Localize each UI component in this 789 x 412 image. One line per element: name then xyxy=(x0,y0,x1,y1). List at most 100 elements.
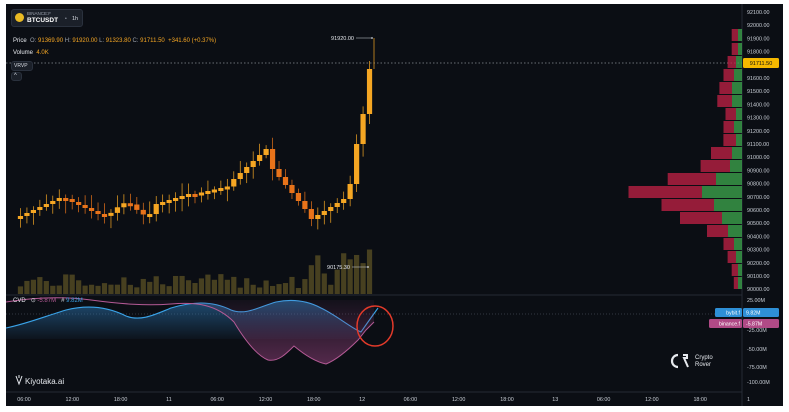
volume-profile-sell xyxy=(731,264,738,276)
candle-body xyxy=(341,199,347,203)
candle-body xyxy=(347,184,353,199)
symbol-header[interactable]: BINANCE:F BTCUSDT • 1h xyxy=(11,9,83,27)
collapse-legend-button[interactable]: ^ xyxy=(11,72,22,81)
brand-line1: Crypto xyxy=(695,355,713,361)
h-label: H: xyxy=(64,38,71,44)
low-annotation-text: 90175.30 xyxy=(327,265,350,271)
price-axis[interactable]: 92100.0092000.0091900.0091800.0091700.00… xyxy=(747,10,769,293)
volume-profile-sell xyxy=(680,212,722,224)
candle-body xyxy=(321,211,327,215)
volume-bar xyxy=(205,274,211,294)
price-axis-label: 91400.00 xyxy=(747,102,769,108)
volume-bar xyxy=(88,284,95,294)
time-axis-label: 1 xyxy=(747,397,750,403)
time-axis-label: 18:00 xyxy=(114,397,128,403)
price-axis-label: 90700.00 xyxy=(747,195,769,201)
bybit-cvd-icon: # xyxy=(61,298,65,304)
bybit-cvd-value: 9.82M xyxy=(66,298,83,304)
volume-bar xyxy=(366,249,373,294)
volume-profile-buy xyxy=(732,95,742,107)
price-axis-label: 90000.00 xyxy=(747,287,769,293)
candlesticks xyxy=(17,38,375,230)
volume-profile-sell xyxy=(667,173,716,185)
chevron-up-icon: ^ xyxy=(14,73,17,79)
time-axis-label: 06:00 xyxy=(597,397,611,403)
change-value: +341.60 (+0.37%) xyxy=(168,38,217,44)
volume-profile-sell xyxy=(731,43,738,55)
candle-body xyxy=(63,198,69,201)
candle-body xyxy=(140,209,146,215)
volume-profile-buy xyxy=(716,173,742,185)
candle-body xyxy=(160,202,166,205)
crypto-rover-logo: Crypto Rover xyxy=(670,353,713,369)
time-axis-label: 06:00 xyxy=(404,397,418,403)
low-annotation: 90175.30 xyxy=(327,265,369,271)
time-axis-label: 18:00 xyxy=(693,397,707,403)
candle-body xyxy=(244,167,250,173)
price-axis-label: 90900.00 xyxy=(747,168,769,174)
price-axis-label: 90500.00 xyxy=(747,221,769,227)
volume-bar xyxy=(179,275,185,294)
volume-profile-buy xyxy=(730,160,742,172)
price-axis-label: 91000.00 xyxy=(747,155,769,161)
cvd-tag-binance-name: binance.f xyxy=(719,322,741,328)
volume-profile-buy xyxy=(736,134,742,146)
volume-bar xyxy=(76,280,82,294)
volume-bar xyxy=(63,274,69,294)
volume-legend-label: Volume xyxy=(13,50,34,56)
volume-bar xyxy=(134,287,140,294)
time-axis[interactable]: 06:00 12:00 18:00 11 06:00 12:00 18:00 12 06:00 1… xyxy=(17,397,750,403)
time-axis-label: 06:00 xyxy=(210,397,224,403)
volume-profile-sell xyxy=(725,108,736,120)
volume-profile-sell xyxy=(711,147,732,159)
price-axis-label: 90200.00 xyxy=(747,261,769,267)
candle-body xyxy=(328,207,334,211)
candle-body xyxy=(257,155,263,161)
binance-icon xyxy=(15,13,24,22)
volume-profile-sell xyxy=(661,199,714,211)
volume-bar xyxy=(257,287,263,294)
volume-bar xyxy=(302,279,308,294)
candle-body xyxy=(108,212,114,216)
volume-bar xyxy=(263,280,269,294)
cvd-legend-label: CVD xyxy=(13,298,26,304)
candle-body xyxy=(43,204,49,207)
candle-body xyxy=(295,193,302,201)
volume-profile-sell xyxy=(731,29,738,41)
volume-bar xyxy=(334,269,340,294)
cvd-axis-label: 25.00M xyxy=(747,298,765,304)
candle-body xyxy=(82,205,88,208)
cvd-axis-label: -100.00M xyxy=(747,380,770,386)
chart-canvas[interactable]: 91920.00 90175.30 92100.00 92000.00 91900.… xyxy=(6,4,783,406)
symbol-timeframe: 1h xyxy=(72,16,79,22)
volume-bar xyxy=(341,253,347,294)
volume-bar xyxy=(198,278,205,294)
cvd-legend: CVD ⊙ -5.87M # 9.82M xyxy=(13,297,83,304)
price-axis-label: 92100.00 xyxy=(747,10,769,16)
volume-profile-sell xyxy=(719,82,732,94)
volume-profile-sell xyxy=(628,186,702,198)
volume-profile-buy xyxy=(736,251,742,263)
volume-bar xyxy=(231,276,237,294)
volume-bar xyxy=(127,284,133,294)
symbol-name: BTCUSDT xyxy=(27,17,59,24)
candle-body xyxy=(50,201,56,204)
volume-bar xyxy=(160,284,166,294)
volume-profile-buy xyxy=(734,69,742,81)
volume-profile-sell xyxy=(723,238,734,250)
time-axis-label: 11 xyxy=(166,397,172,403)
price-axis-label: 91600.00 xyxy=(747,76,769,82)
time-axis-label: 12 xyxy=(359,397,365,403)
candle-body xyxy=(360,114,366,144)
candle-body xyxy=(282,177,289,185)
price-axis-label: 90600.00 xyxy=(747,208,769,214)
volume-bar xyxy=(50,285,56,294)
price-axis-label: 91100.00 xyxy=(747,142,769,148)
cvd-binance-area xyxy=(6,297,374,364)
volume-profile-buy xyxy=(732,82,742,94)
candle-body xyxy=(269,149,276,169)
volume-profile xyxy=(628,29,742,289)
price-axis-label: 91300.00 xyxy=(747,116,769,122)
vrvp-indicator-button[interactable]: VRVP xyxy=(11,61,33,71)
price-legend: Price O: 91369.90 H: 91920.00 L: 91323.8… xyxy=(13,38,216,44)
